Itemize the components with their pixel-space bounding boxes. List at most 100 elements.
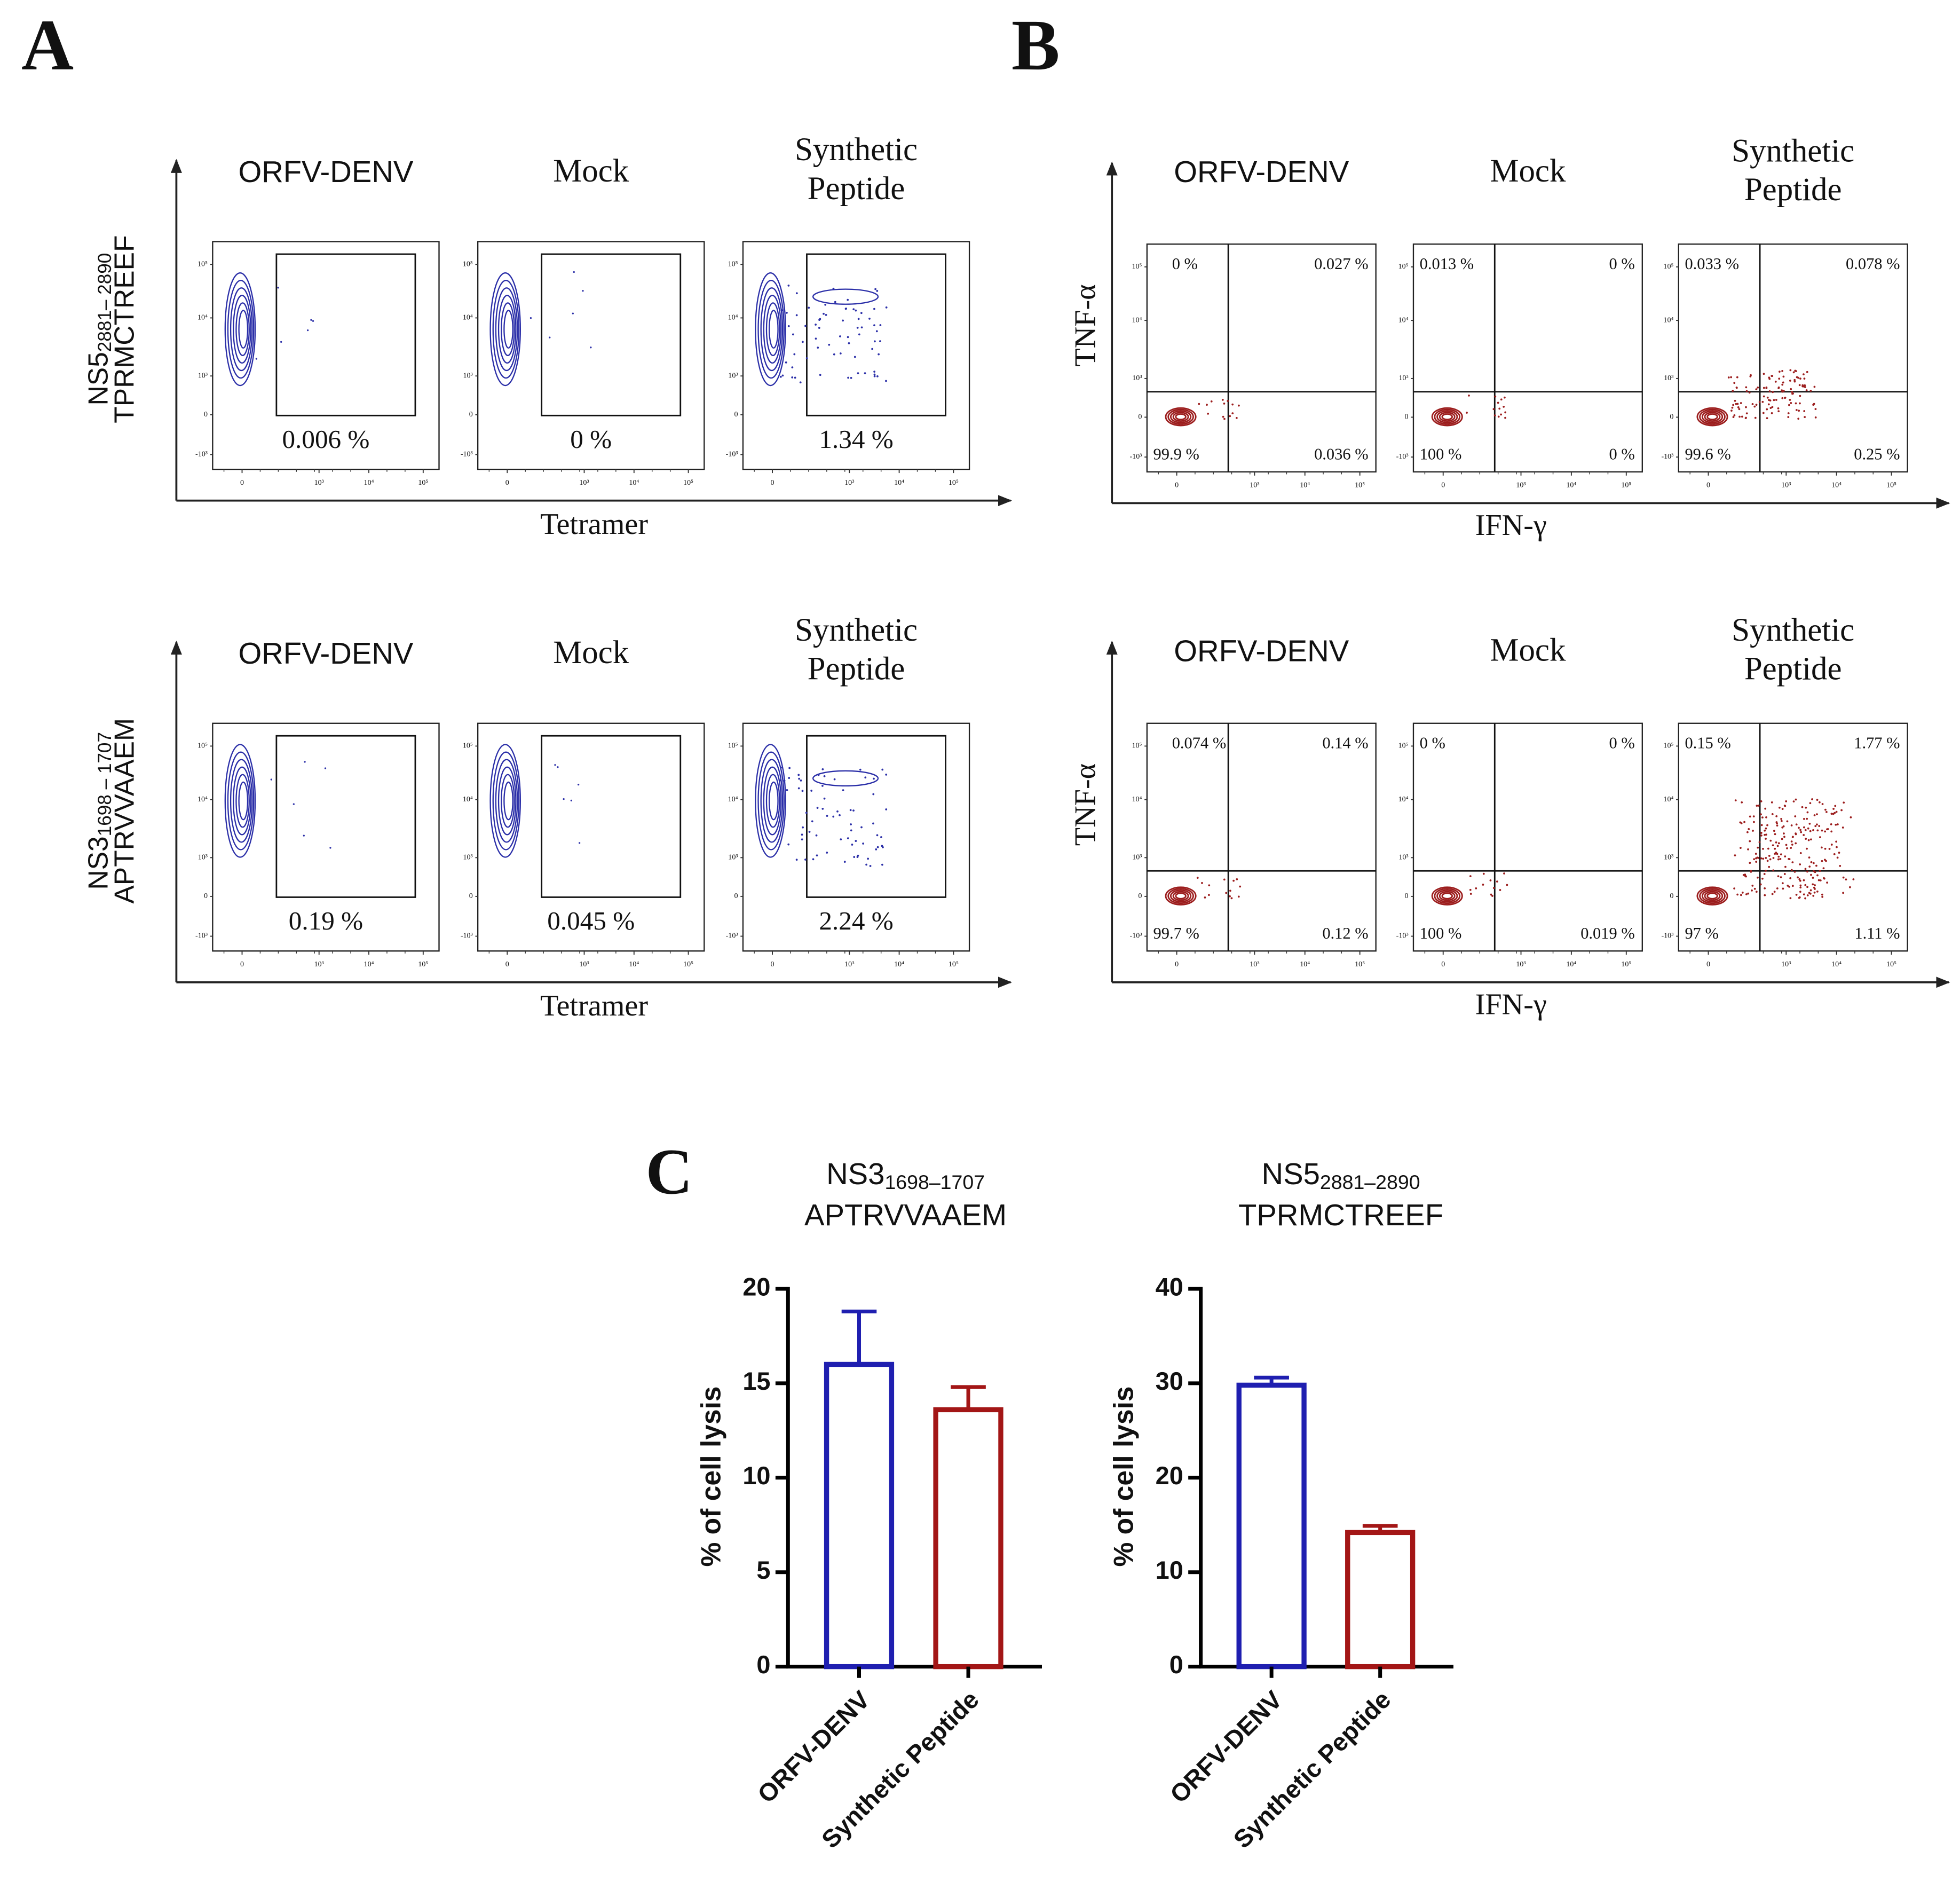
- y-axis-label: TNF-α: [1069, 284, 1102, 366]
- event-dot: [1781, 383, 1784, 386]
- flow-y-tick-label: 10³: [198, 853, 208, 862]
- event-dot: [329, 847, 331, 849]
- event-dot: [1765, 833, 1767, 836]
- event-dot: [1795, 842, 1797, 845]
- event-dot: [1821, 829, 1823, 832]
- contour: [1439, 412, 1456, 422]
- event-dot: [786, 789, 788, 791]
- event-dot: [1799, 395, 1801, 397]
- event-dot: [1792, 392, 1794, 395]
- event-dot: [1740, 847, 1742, 849]
- event-dot: [1757, 805, 1760, 807]
- column-header: Peptide: [808, 651, 905, 687]
- flow-x-tick-label: 10³: [579, 960, 589, 968]
- event-dot: [833, 353, 835, 356]
- flow-x-tick-label: 10⁴: [1300, 481, 1310, 490]
- event-dot: [833, 778, 836, 781]
- event-dot: [1793, 379, 1796, 381]
- event-dot: [1805, 389, 1808, 391]
- event-dot: [1733, 887, 1735, 890]
- event-dot: [270, 778, 272, 781]
- event-dot: [572, 312, 574, 314]
- event-dot: [1738, 415, 1741, 418]
- event-dot: [826, 815, 828, 817]
- event-dot: [779, 375, 782, 378]
- event-dot: [1737, 406, 1740, 408]
- event-dot: [1790, 402, 1792, 404]
- contour: [1436, 889, 1458, 903]
- contour: [760, 759, 784, 843]
- y-axis-label: % of cell lysis: [695, 1386, 726, 1566]
- flow-x-tick-label: 10⁵: [1355, 481, 1365, 490]
- chart-title-main: NS3: [826, 1157, 884, 1191]
- event-dot: [1475, 887, 1477, 889]
- flow-y-tick-label: 10⁴: [728, 313, 738, 322]
- event-dot: [1833, 853, 1836, 855]
- event-dot: [1798, 826, 1800, 829]
- event-dot: [1824, 830, 1827, 833]
- x-tick-label: ORFV-DENV: [1165, 1686, 1287, 1808]
- flow-y-tick-label: 10⁵: [197, 742, 208, 750]
- event-dot: [1807, 839, 1810, 841]
- event-dot: [1747, 848, 1749, 851]
- event-dot: [1774, 833, 1776, 836]
- row-label-main: NS3: [82, 836, 113, 889]
- event-dot: [876, 290, 879, 292]
- event-dot: [1813, 891, 1816, 894]
- row-label-sub: 2881– 2890: [94, 253, 115, 352]
- flow-x-tick-label: 10³: [314, 478, 324, 487]
- event-dot: [860, 326, 863, 329]
- event-dot: [1803, 377, 1806, 380]
- event-dot: [1741, 415, 1743, 418]
- flow-y-tick-label: 10³: [1664, 853, 1673, 862]
- flow-plot: [1412, 722, 1643, 952]
- contour: [497, 295, 517, 364]
- event-dot: [794, 376, 796, 379]
- event-dot: [1822, 867, 1825, 870]
- event-dot: [859, 768, 862, 771]
- event-dot: [785, 361, 787, 364]
- flow-x-tick-label: 0: [505, 960, 509, 968]
- contour: [1165, 407, 1197, 427]
- event-dot: [1744, 875, 1746, 877]
- flow-plot: [1146, 722, 1377, 952]
- event-dot: [852, 809, 855, 812]
- contour: [227, 751, 255, 851]
- flow-y-tick-label: -10³: [461, 450, 473, 459]
- event-dot: [1850, 816, 1852, 818]
- event-dot: [1842, 892, 1844, 894]
- event-dot: [1745, 412, 1748, 415]
- event-dot: [869, 865, 872, 867]
- flow-x-tick-label: 10³: [1516, 960, 1526, 968]
- event-dot: [1753, 887, 1756, 890]
- event-dot: [810, 790, 813, 792]
- event-dot: [860, 312, 863, 314]
- event-dot: [779, 779, 782, 782]
- event-dot: [801, 833, 803, 836]
- flow-plot: [742, 241, 970, 470]
- event-dot: [1819, 836, 1821, 838]
- event-dot: [873, 777, 875, 780]
- contour: [1439, 891, 1456, 901]
- event-dot: [817, 774, 820, 776]
- event-dot: [1766, 408, 1768, 411]
- event-dot: [847, 298, 849, 301]
- contour: [233, 295, 251, 364]
- event-dot: [850, 829, 852, 832]
- flow-y-tick-label: 10⁴: [463, 313, 473, 322]
- flow-y-tick-label: 0: [1670, 413, 1673, 421]
- x-axis-label: IFN-γ: [1475, 509, 1547, 542]
- event-dot: [1238, 404, 1240, 407]
- event-dot: [1766, 824, 1768, 826]
- event-dot: [1801, 806, 1804, 808]
- event-dot: [1768, 390, 1771, 392]
- event-dot: [1223, 878, 1226, 881]
- event-dot: [1795, 832, 1797, 835]
- event-dot: [1834, 805, 1837, 807]
- event-dot: [1222, 415, 1224, 418]
- bar: [824, 1361, 895, 1670]
- event-dot: [1806, 870, 1808, 873]
- event-dot: [1812, 883, 1814, 886]
- contour: [1696, 407, 1728, 427]
- y-tick-label: 10: [742, 1462, 770, 1490]
